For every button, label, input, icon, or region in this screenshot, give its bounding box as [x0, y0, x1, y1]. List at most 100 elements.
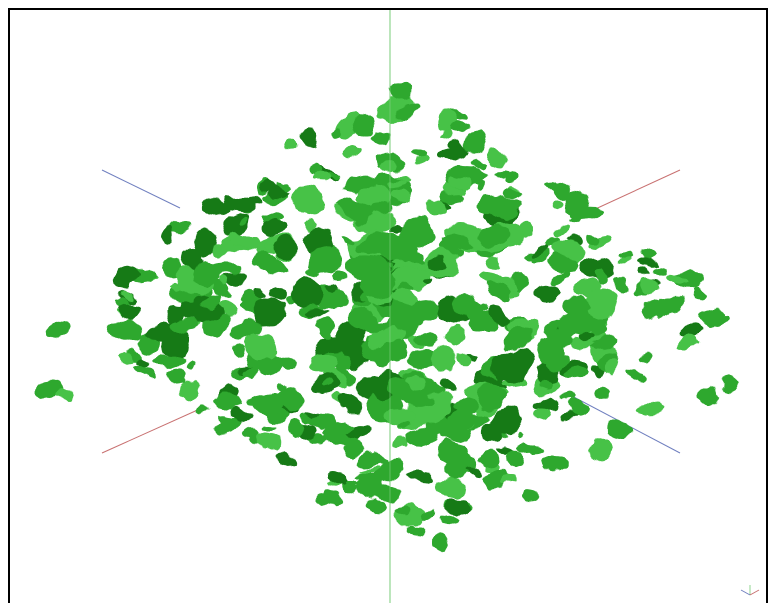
- isosurface-blob: [336, 394, 354, 409]
- isosurface-blob: [216, 414, 231, 424]
- isosurface-blob: [165, 303, 186, 322]
- isosurface-blob: [355, 183, 392, 208]
- isosurface-blob: [517, 444, 527, 453]
- isosurface-blob: [532, 245, 548, 256]
- isosurface-blob: [721, 378, 739, 392]
- render-frame: [8, 8, 768, 603]
- red-axis-line-lower: [101, 407, 203, 454]
- isosurface-blob: [690, 289, 707, 300]
- isosurface-blob: [261, 422, 275, 430]
- isosurface-blob: [588, 335, 618, 351]
- isosurface-blob: [261, 221, 283, 237]
- isosurface-render[interactable]: [10, 10, 766, 603]
- isosurface-blob: [211, 392, 243, 410]
- isosurface-blob: [194, 261, 222, 286]
- isosurface-blob: [328, 471, 351, 486]
- isosurface-blob: [593, 268, 608, 284]
- isosurface-blob: [401, 215, 434, 248]
- isosurface-blob: [637, 353, 653, 360]
- isosurface-blob: [509, 328, 533, 349]
- isosurface-blob: [406, 347, 439, 369]
- isosurface-blob: [585, 289, 618, 320]
- isosurface-blob: [549, 201, 563, 213]
- isosurface-blob: [331, 127, 343, 137]
- isosurface-blob: [271, 285, 284, 299]
- isosurface-blob: [563, 192, 590, 216]
- isosurface-blob: [395, 104, 419, 120]
- isosurface-blob: [413, 155, 430, 166]
- isosurface-blob: [343, 147, 361, 161]
- green-isosurface-blobs: [37, 82, 739, 554]
- isosurface-blob: [117, 353, 134, 364]
- isosurface-blob: [496, 291, 511, 300]
- isosurface-blob: [349, 200, 363, 209]
- isosurface-blob: [438, 423, 471, 442]
- isosurface-blob: [187, 361, 198, 373]
- isosurface-blob: [167, 222, 192, 233]
- isosurface-blob: [678, 322, 703, 339]
- isosurface-blob: [384, 407, 414, 423]
- isosurface-blob: [232, 320, 263, 338]
- isosurface-blob: [406, 426, 438, 448]
- isosurface-blob: [503, 172, 519, 184]
- isosurface-blob: [419, 276, 432, 284]
- isosurface-blob: [389, 225, 406, 234]
- isosurface-blob: [436, 130, 452, 140]
- isosurface-blob: [432, 536, 448, 554]
- isosurface-blob: [610, 277, 625, 292]
- isosurface-blob: [254, 431, 283, 450]
- isosurface-blob: [308, 248, 331, 273]
- isosurface-blob: [358, 233, 407, 255]
- isosurface-blob: [679, 334, 699, 352]
- isosurface-blob: [557, 310, 597, 336]
- isosurface-blob: [259, 256, 287, 274]
- isosurface-blob: [388, 265, 431, 291]
- isosurface-blob: [309, 163, 322, 175]
- isosurface-blob: [154, 352, 184, 367]
- isosurface-blob: [342, 238, 356, 247]
- isosurface-blob: [431, 347, 456, 372]
- isosurface-blob: [439, 146, 468, 159]
- isosurface-blob: [444, 499, 470, 514]
- isosurface-blob: [391, 188, 411, 204]
- isosurface-blob: [283, 141, 299, 153]
- isosurface-blob: [407, 392, 434, 409]
- isosurface-blob: [539, 381, 554, 389]
- isosurface-blob: [548, 271, 569, 285]
- isosurface-blob: [405, 375, 427, 389]
- isosurface-blob: [489, 348, 534, 380]
- isosurface-blob: [579, 330, 591, 341]
- isosurface-blob: [46, 322, 70, 338]
- isosurface-blob: [395, 323, 408, 333]
- isosurface-blob: [249, 395, 265, 405]
- isosurface-blob: [300, 414, 316, 425]
- isosurface-blob: [508, 288, 518, 297]
- isosurface-blob: [397, 175, 411, 181]
- isosurface-blob: [306, 308, 330, 317]
- isosurface-blob: [388, 179, 405, 188]
- isosurface-blob: [571, 338, 594, 351]
- isosurface-blob: [300, 130, 317, 148]
- isosurface-blob: [533, 284, 561, 302]
- isosurface-blob: [475, 383, 507, 411]
- isosurface-blob: [242, 427, 258, 438]
- isosurface-blob: [536, 408, 551, 421]
- isosurface-blob: [562, 297, 591, 314]
- isosurface-blob: [161, 227, 175, 243]
- isosurface-blob: [202, 200, 231, 216]
- isosurface-blob: [562, 393, 575, 403]
- isosurface-blob: [246, 333, 277, 361]
- isosurface-blob: [256, 356, 275, 373]
- isosurface-blob: [418, 507, 436, 520]
- isosurface-blob: [359, 268, 397, 300]
- isosurface-blob: [640, 247, 656, 260]
- isosurface-blob: [358, 476, 383, 499]
- isosurface-blob: [581, 257, 617, 280]
- isosurface-blob: [485, 469, 508, 488]
- isosurface-blob: [162, 262, 175, 271]
- blue-axis-line-upper: [101, 169, 181, 209]
- isosurface-blob: [486, 148, 509, 168]
- isosurface-blob: [178, 381, 203, 399]
- isosurface-blob: [407, 468, 424, 481]
